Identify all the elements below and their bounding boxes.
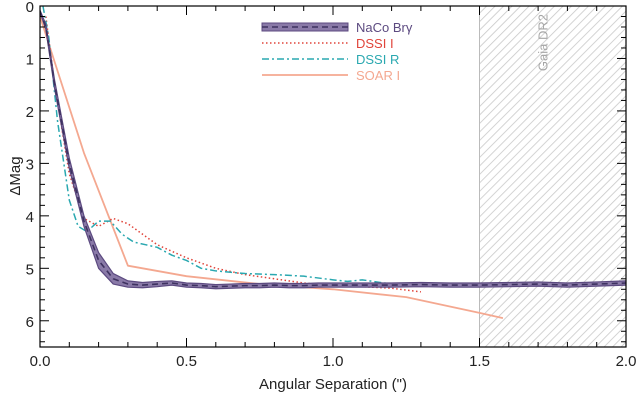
x-tick-label: 1.0 xyxy=(323,353,344,370)
y-tick-label: 5 xyxy=(26,261,34,278)
y-tick-label: 2 xyxy=(26,104,34,121)
y-axis-label: ΔMag xyxy=(7,156,24,195)
legend-label-dssi-r: DSSI R xyxy=(356,52,399,67)
x-tick-label: 2.0 xyxy=(616,353,637,370)
x-tick-label: 0.5 xyxy=(176,353,197,370)
series-line-naco-br xyxy=(40,10,626,288)
y-tick-label: 0 xyxy=(26,0,34,16)
series-line-dssi-r xyxy=(42,6,421,285)
gaia-shaded-region xyxy=(479,6,626,347)
legend-label-soar-i: SOAR I xyxy=(356,68,400,83)
x-tick-label: 1.5 xyxy=(469,353,490,370)
y-tick-label: 6 xyxy=(26,314,34,331)
y-tick-label: 3 xyxy=(26,156,34,173)
x-tick-label: 0.0 xyxy=(30,353,51,370)
y-tick-label: 1 xyxy=(26,51,34,68)
gaia-region-label: Gaia DR2 xyxy=(536,14,551,71)
series-band-naco-br xyxy=(40,9,626,290)
legend-label-naco-br: NaCo Brγ xyxy=(356,20,413,35)
x-axis-label: Angular Separation (") xyxy=(259,376,407,393)
y-tick-label: 4 xyxy=(26,209,34,226)
legend-label-dssi-i: DSSI I xyxy=(356,36,394,51)
